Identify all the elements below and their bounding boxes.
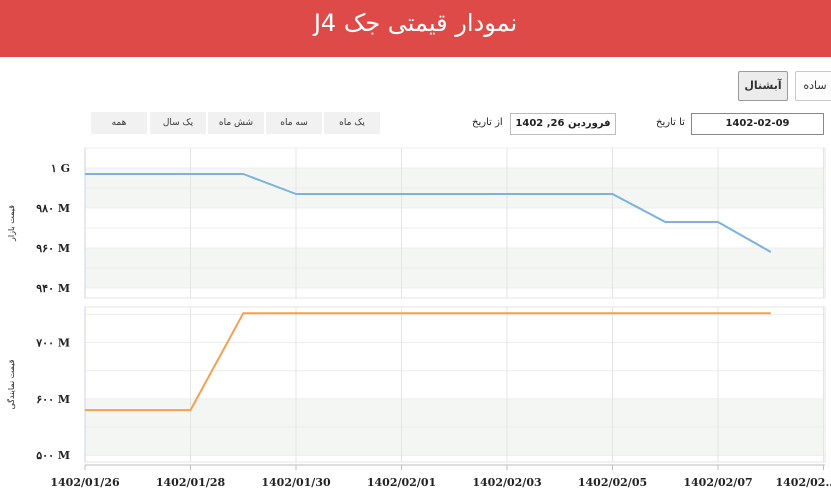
x-tick-label: 1402/02/03 (472, 476, 541, 489)
x-tick-label: 1402/02... (776, 476, 831, 489)
nav-y-axis-title: قیمت نمایندگی (6, 359, 16, 409)
candlestick-chart-button[interactable]: آبشنال (738, 71, 788, 101)
x-tick-label: 1402/01/26 (50, 476, 120, 489)
to-date-input[interactable]: 1402-02-09 (691, 113, 824, 135)
x-tick-label: 1402/02/05 (578, 476, 647, 489)
simple-chart-button[interactable]: ساده (795, 71, 831, 101)
page-header: نمودار قیمتی جک J4 (0, 0, 831, 57)
nav-y-tick-label: ۵۰۰ M (36, 449, 70, 462)
nav-y-tick-label: ۷۰۰ M (35, 337, 70, 350)
to-date-label: تا تاریخ (656, 117, 685, 128)
range-1m-button[interactable]: یک ماه (324, 112, 380, 134)
x-tick-label: 1402/01/28 (156, 476, 226, 489)
market-y-tick-label: ۹۸۰ M (36, 202, 70, 215)
range-3m-button[interactable]: سه ماه (266, 112, 322, 134)
x-tick-label: 1402/02/07 (683, 476, 752, 489)
page-title: نمودار قیمتی جک J4 (313, 9, 518, 37)
nav-series-line (85, 312, 771, 412)
nav-y-tick-label: ۶۰۰ M (36, 393, 70, 406)
market-y-axis-title: قیمت بازار (7, 205, 16, 242)
from-date-input[interactable]: فروردین 26, 1402 (510, 113, 616, 135)
market-y-tick-label: ۱ G (51, 162, 70, 175)
market-y-tick-label: ۹۴۰ M (36, 282, 70, 295)
from-date-label: از تاریخ (472, 117, 503, 128)
range-1y-button[interactable]: یک سال (150, 112, 206, 134)
x-tick-label: 1402/02/01 (367, 476, 436, 489)
market-y-tick-label: ۹۶۰ M (36, 242, 70, 255)
market-series-line (85, 173, 772, 253)
x-tick-label: 1402/01/30 (261, 476, 331, 489)
range-all-button[interactable]: همه (91, 112, 147, 134)
range-6m-button[interactable]: شش ماه (208, 112, 264, 134)
